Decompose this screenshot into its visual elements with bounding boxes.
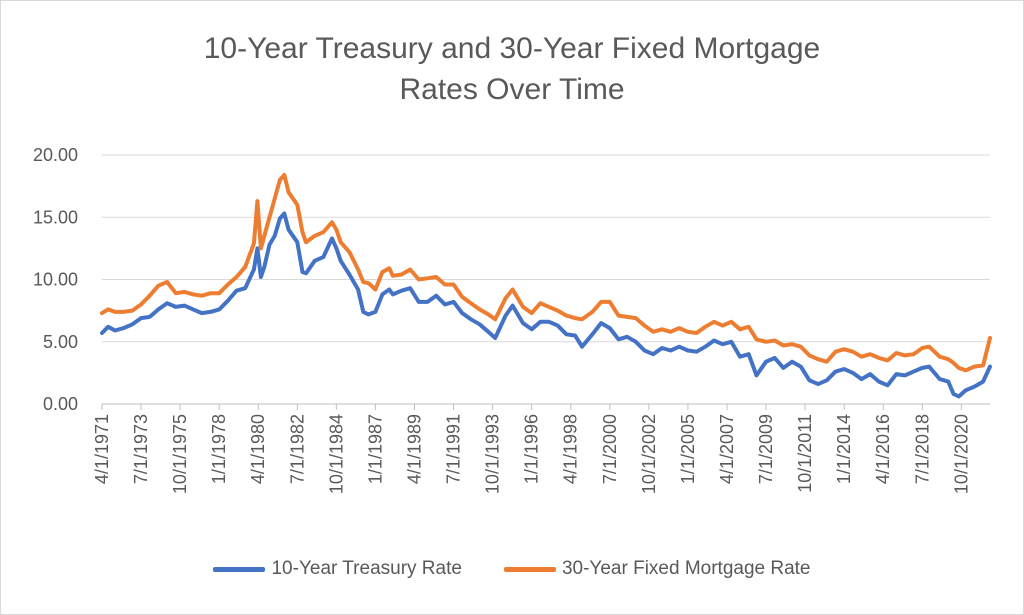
legend-label-treasury: 10-Year Treasury Rate: [271, 558, 462, 579]
x-tick-label: 10/1/2011: [795, 414, 815, 493]
x-tick-label: 7/1/2000: [600, 414, 620, 484]
y-tick-label: 15.00: [33, 207, 78, 227]
x-tick-label: 10/1/1993: [483, 414, 503, 494]
x-tick-label: 4/1/1989: [404, 414, 424, 484]
y-axis-ticks: 0.00 5.00 10.00 15.00 20.00: [33, 145, 78, 414]
chart-title-line-1: 10-Year Treasury and 30-Year Fixed Mortg…: [203, 32, 821, 65]
x-tick-label: 7/1/1991: [444, 414, 464, 484]
x-tick-label: 7/1/2018: [912, 414, 932, 484]
legend-label-mortgage: 30-Year Fixed Mortgage Rate: [561, 558, 811, 579]
y-tick-label: 0.00: [43, 394, 78, 414]
y-tick-label: 5.00: [43, 332, 78, 352]
y-tick-label: 20.00: [33, 145, 78, 165]
x-tick-label: 4/1/1971: [92, 414, 112, 484]
legend-swatch-mortgage: [503, 566, 556, 572]
x-tick-label: 4/1/1998: [561, 414, 581, 484]
x-tick-label: 1/1/2014: [834, 414, 854, 484]
x-tick-label: 1/1/1996: [522, 414, 542, 484]
legend-item-mortgage: 30-Year Fixed Mortgage Rate: [503, 558, 811, 580]
x-tick-label: 10/1/1975: [170, 414, 190, 494]
x-tick-label: 10/1/2002: [639, 414, 659, 494]
series-line-treasury: [100, 211, 992, 399]
series-line-mortgage: [100, 172, 992, 373]
x-tick-label: 7/1/1982: [287, 414, 307, 484]
x-tick-label: 1/1/1978: [209, 414, 229, 484]
x-tick-label: 7/1/1973: [131, 414, 151, 484]
chart-title-line-2: Rates Over Time: [399, 73, 625, 106]
x-tick-label: 10/1/1984: [326, 414, 346, 494]
chart-title: 10-Year Treasury and 30-Year Fixed Mortg…: [0, 28, 1024, 110]
legend: 10-Year Treasury Rate 30-Year Fixed Mort…: [0, 558, 1024, 580]
x-tick-label: 4/1/1980: [248, 414, 268, 484]
legend-item-treasury: 10-Year Treasury Rate: [213, 558, 462, 580]
x-tick-label: 4/1/2016: [873, 414, 893, 484]
x-tick-label: 7/1/2009: [756, 414, 776, 484]
x-tick-label: 1/1/2005: [678, 414, 698, 484]
legend-swatch-treasury: [213, 566, 266, 572]
x-axis-ticks: 4/1/1971 7/1/1973 10/1/1975 1/1/1978 4/1/198…: [92, 404, 971, 494]
x-tick-label: 10/1/2020: [951, 414, 971, 494]
x-tick-label: 4/1/2007: [717, 414, 737, 484]
series-lines: [100, 172, 992, 399]
x-tick-label: 1/1/1987: [365, 414, 385, 484]
y-tick-label: 10.00: [33, 270, 78, 290]
